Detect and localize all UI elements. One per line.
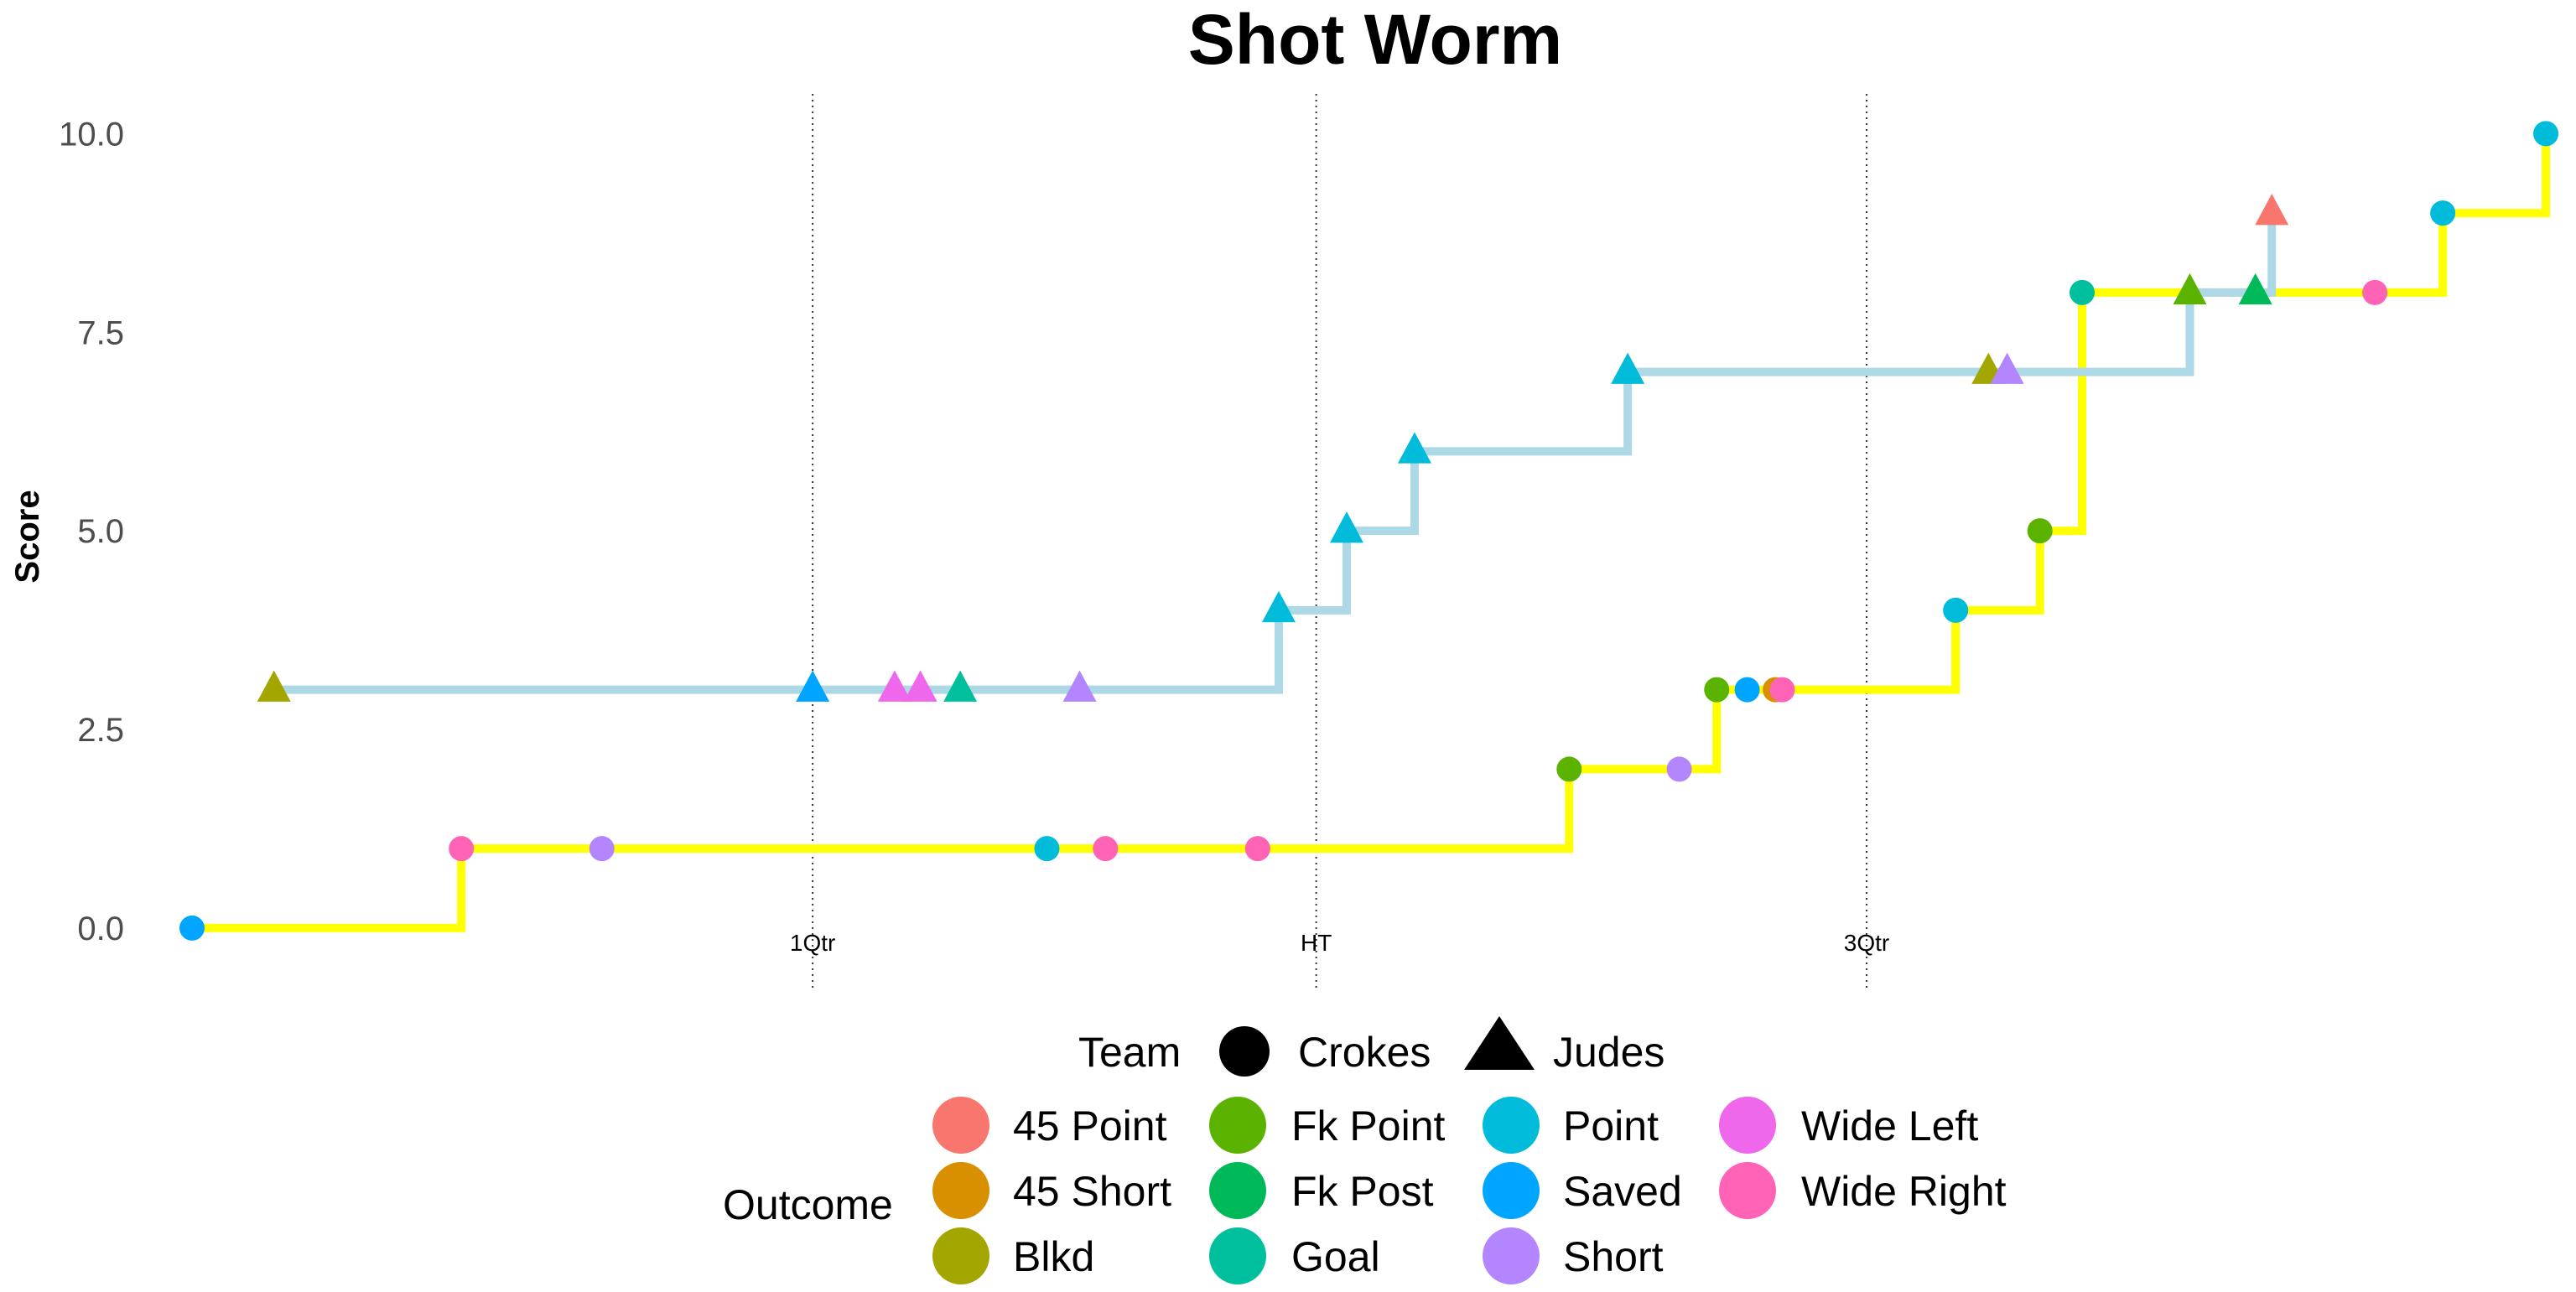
legend-team-label-judes: Judes bbox=[1553, 1029, 1665, 1076]
point-crokes-wide-right bbox=[449, 836, 475, 862]
legend-outcome-label-point: Point bbox=[1563, 1103, 1659, 1149]
point-crokes-fk-point bbox=[1556, 756, 1582, 782]
point-judes-goal bbox=[943, 670, 978, 702]
legend-outcome-swatch-fk-point bbox=[1209, 1097, 1266, 1154]
legend-outcome-swatch-45-short bbox=[932, 1162, 989, 1219]
vline-label-ht: HT bbox=[1301, 930, 1332, 956]
legend-outcome: Outcome 45 Point 45 Short Blkd Fk Point Fk P… bbox=[723, 1097, 2007, 1284]
point-crokes-saved bbox=[1734, 677, 1760, 703]
point-crokes-point bbox=[1034, 836, 1060, 862]
point-judes-point bbox=[1261, 590, 1296, 623]
legend-outcome-label-wide-left: Wide Left bbox=[1801, 1103, 1978, 1149]
series-lines bbox=[191, 133, 2551, 932]
point-judes-fk-post bbox=[2238, 272, 2272, 305]
point-judes-point bbox=[1329, 511, 1363, 543]
legend-outcome-swatch-point bbox=[1483, 1097, 1540, 1154]
point-judes-saved bbox=[796, 670, 830, 702]
legend-outcome-swatch-goal bbox=[1209, 1227, 1266, 1284]
point-crokes-point bbox=[2533, 121, 2559, 147]
legend-outcome-label-fk-post: Fk Post bbox=[1291, 1168, 1434, 1215]
line-judes bbox=[273, 213, 2277, 694]
chart-title: Shot Worm bbox=[1188, 0, 1562, 79]
vline-label-3qtr: 3Qtr bbox=[1844, 930, 1889, 956]
point-judes-short bbox=[1990, 352, 2024, 384]
legend-outcome-swatch-wide-left bbox=[1719, 1097, 1776, 1154]
legend-outcome-title: Outcome bbox=[723, 1181, 893, 1228]
y-tick-label: 5.0 bbox=[77, 513, 124, 550]
period-markers: 1Qtr HT 3Qtr bbox=[790, 94, 1889, 988]
y-tick-label: 0.0 bbox=[77, 911, 124, 947]
point-crokes-fk-point bbox=[1704, 677, 1730, 703]
point-crokes-wide-right bbox=[1769, 677, 1795, 703]
legend-outcome-label-45-short: 45 Short bbox=[1013, 1168, 1171, 1215]
point-judes-45-point bbox=[2255, 194, 2289, 226]
point-crokes-short bbox=[589, 836, 615, 862]
series-points bbox=[179, 121, 2559, 941]
y-axis: 0.0 2.5 5.0 7.5 10.0 bbox=[59, 116, 124, 947]
point-judes-short bbox=[1062, 670, 1097, 702]
y-tick-label: 7.5 bbox=[77, 314, 124, 351]
legend-outcome-label-wide-right: Wide Right bbox=[1801, 1168, 2007, 1215]
y-axis-title: Score bbox=[9, 490, 46, 583]
point-crokes-wide-right bbox=[1244, 836, 1270, 862]
legend-outcome-label-short: Short bbox=[1563, 1233, 1664, 1280]
legend-team-symbol-crokes bbox=[1219, 1026, 1270, 1077]
point-crokes-saved bbox=[179, 915, 205, 941]
point-judes-fk-point bbox=[2173, 272, 2207, 305]
legend-team-symbol-judes bbox=[1464, 1016, 1535, 1070]
legend-outcome-label-fk-point: Fk Point bbox=[1291, 1103, 1446, 1149]
point-judes-point bbox=[1397, 432, 1431, 464]
legend-team-label-crokes: Crokes bbox=[1298, 1029, 1431, 1076]
point-judes-blkd bbox=[257, 670, 291, 702]
legend-outcome-label-saved: Saved bbox=[1563, 1168, 1682, 1215]
point-judes-wide-left bbox=[903, 670, 937, 702]
legend-outcome-swatch-short bbox=[1483, 1227, 1540, 1284]
y-tick-label: 10.0 bbox=[59, 116, 124, 153]
legend-outcome-swatch-saved bbox=[1483, 1162, 1540, 1219]
point-crokes-wide-right bbox=[1093, 836, 1119, 862]
y-tick-label: 2.5 bbox=[77, 712, 124, 749]
point-crokes-wide-right bbox=[2362, 279, 2388, 305]
legend-outcome-label-blkd: Blkd bbox=[1013, 1233, 1094, 1280]
point-crokes-goal bbox=[2070, 279, 2095, 305]
legend-outcome-label-goal: Goal bbox=[1291, 1233, 1380, 1280]
legend-outcome-swatch-blkd bbox=[932, 1227, 989, 1284]
legend-outcome-swatch-45-point bbox=[932, 1097, 989, 1154]
point-judes-point bbox=[1611, 352, 1645, 384]
legend-team-title: Team bbox=[1078, 1029, 1181, 1076]
point-crokes-fk-point bbox=[2027, 518, 2053, 544]
point-crokes-point bbox=[1943, 597, 1969, 623]
vline-label-1qtr: 1Qtr bbox=[790, 930, 835, 956]
point-crokes-point bbox=[2430, 200, 2456, 226]
legend-outcome-swatch-wide-right bbox=[1719, 1162, 1776, 1219]
point-judes-wide-left bbox=[877, 670, 911, 702]
legend-outcome-swatch-fk-post bbox=[1209, 1162, 1266, 1219]
point-crokes-short bbox=[1666, 756, 1692, 782]
legend-outcome-label-45-point: 45 Point bbox=[1013, 1103, 1167, 1149]
legend-team: Team Crokes Judes bbox=[1078, 1016, 1665, 1077]
